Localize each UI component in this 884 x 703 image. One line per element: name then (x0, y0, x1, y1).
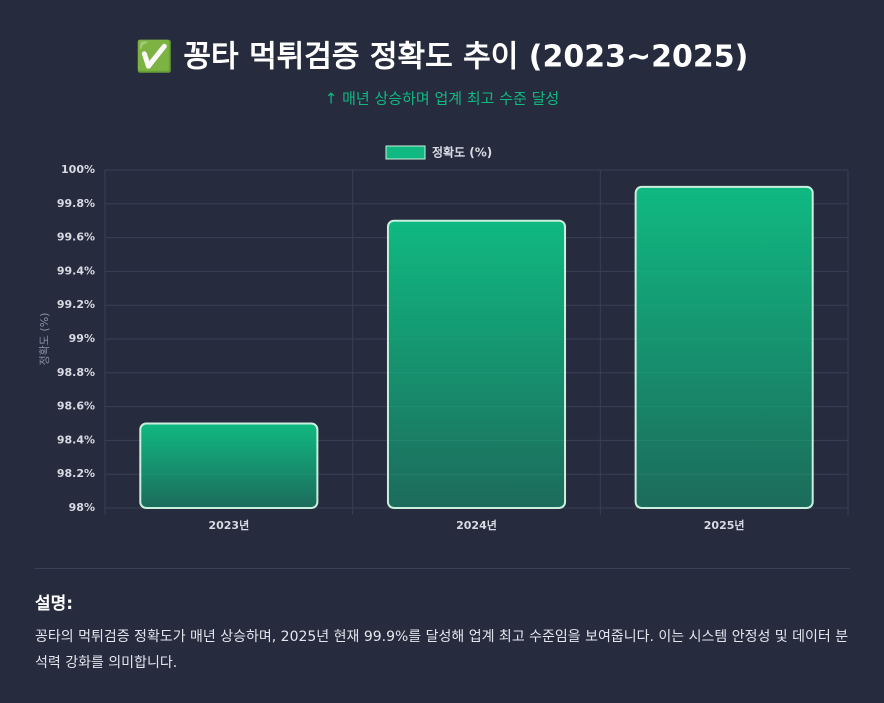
y-tick-label: 99.8% (57, 197, 95, 210)
chart-subtitle: ↑ 매년 상승하며 업계 최고 수준 달성 (325, 90, 559, 108)
description-text: 꽁타의 먹튀검증 정확도가 매년 상승하며, 2025년 현재 99.9%를 달… (35, 629, 849, 671)
chart: ✅ 꽁타 먹튀검증 정확도 추이 (2023~2025) ↑ 매년 상승하며 업… (38, 39, 849, 532)
description: 설명: 꽁타의 먹튀검증 정확도가 매년 상승하며, 2025년 현재 99.9… (35, 568, 850, 676)
legend-label: 정확도 (%) (432, 145, 492, 160)
y-tick-label: 99% (69, 332, 95, 345)
x-tick-label: 2023년 (208, 518, 249, 532)
y-tick-label: 100% (61, 163, 95, 176)
y-axis-label: 정확도 (%) (38, 313, 51, 366)
bar (139, 422, 319, 509)
y-tick-label: 98.6% (57, 400, 95, 413)
y-tick-label: 98.8% (57, 366, 95, 379)
y-tick-label: 98.4% (57, 433, 95, 446)
chart-title: ✅ 꽁타 먹튀검증 정확도 추이 (2023~2025) (136, 39, 749, 75)
y-tick-label: 98% (69, 501, 95, 514)
description-heading: 설명: (35, 594, 74, 614)
y-tick-label: 99.2% (57, 298, 95, 311)
y-tick-label: 99.6% (57, 231, 95, 244)
bar (634, 185, 814, 509)
bar (386, 219, 567, 509)
y-tick-label: 99.4% (57, 264, 95, 277)
legend-swatch (385, 145, 426, 160)
x-tick-label: 2024년 (456, 518, 497, 532)
x-tick-label: 2025년 (704, 518, 745, 532)
y-tick-label: 98.2% (57, 467, 95, 480)
